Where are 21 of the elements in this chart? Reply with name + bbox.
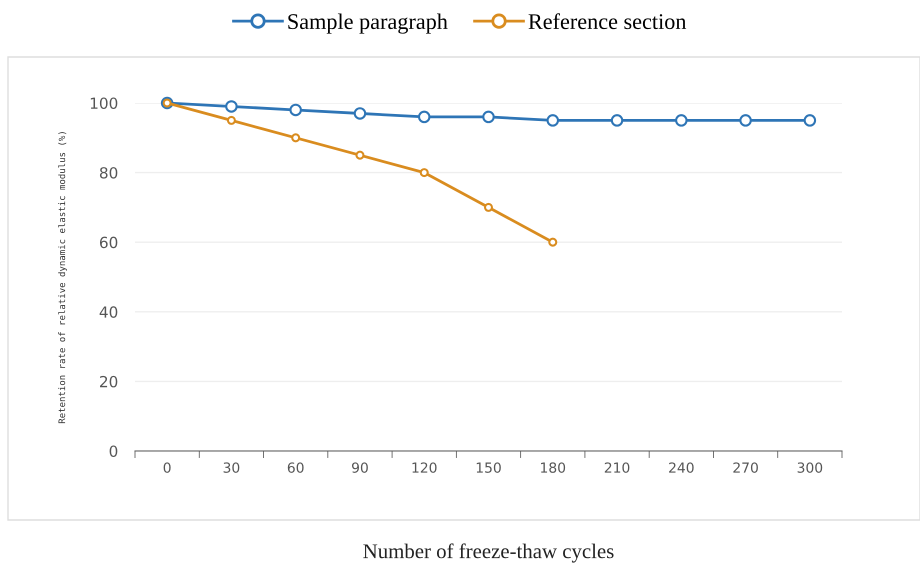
x-tick-label: 210 [604,462,630,473]
x-tick-label: 240 [669,462,694,473]
y-tick-label: 20 [100,376,118,388]
x-tick-label: 150 [476,462,501,473]
x-tick-label: 270 [733,462,758,473]
legend-label: Sample paragraph [288,13,448,34]
x-tick-label: 120 [412,462,437,473]
legend-label: Reference section [528,13,686,30]
y-tick-label: 100 [90,97,118,110]
x-tick-label: 0 [164,462,171,473]
x-tick-label: 60 [288,462,304,473]
x-tick-label: 30 [224,462,240,473]
x-tick-label: 300 [798,462,822,473]
x-axis-title: Number of freeze-thaw cycles [363,543,614,563]
y-tick-label: 60 [100,236,118,248]
y-tick-label: 80 [100,167,118,179]
y-tick-label: 40 [100,306,118,318]
x-tick-label: 90 [352,462,368,473]
y-axis-title: Retention rate of relative dynamic elastic modulus (%) [58,132,67,424]
y-tick-label: 0 [110,445,118,458]
x-tick-label: 180 [541,462,566,473]
